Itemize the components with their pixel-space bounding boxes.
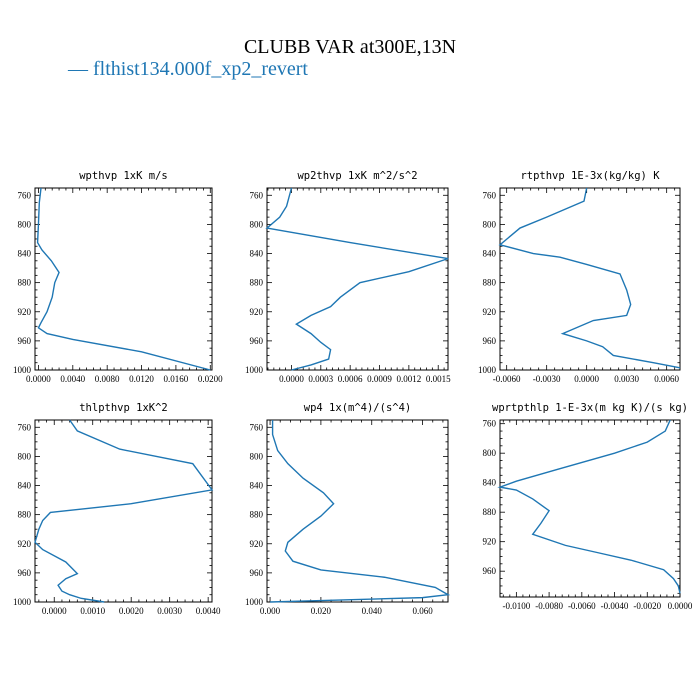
panel-6-xtick-label: -0.0040 <box>601 601 629 611</box>
panel-2-frame <box>266 187 449 371</box>
panel-4-xtick-label: 0.0040 <box>196 606 221 616</box>
legend-label: flthist134.000f_xp2_revert <box>93 58 308 80</box>
panel-1-ytick-label: 920 <box>18 307 32 317</box>
panel-3-title: rtpthvp 1E-3x(kg/kg) K <box>520 170 660 182</box>
panel-2-xtick-label: 0.0009 <box>367 374 392 384</box>
panel-1-xtick-label: 0.0160 <box>164 374 189 384</box>
panel-5-xtick-label: 0.040 <box>362 606 383 616</box>
panel-4-ytick-label: 960 <box>18 568 32 578</box>
panel-6-ytick-label: 880 <box>483 507 497 517</box>
panel-1-frame <box>34 187 213 371</box>
panel-6-ytick-label: 960 <box>483 566 497 576</box>
panel-5-ytick-label: 880 <box>250 510 264 520</box>
panel-3-series-line <box>498 187 681 369</box>
panel-6-series-line <box>497 419 681 594</box>
panel-6-xtick-label: -0.0020 <box>633 601 661 611</box>
panel-6-xtick-label: -0.0080 <box>535 601 563 611</box>
panel-5-ytick-label: 800 <box>250 451 264 461</box>
panel-1-xtick-label: 0.0000 <box>26 374 51 384</box>
panel-5-series-line <box>270 420 451 603</box>
panel-1-xtick-label: 0.0080 <box>95 374 120 384</box>
panel-6-xtick-label: 0.0000 <box>668 601 693 611</box>
panel-3-ytick-label: 760 <box>483 190 497 200</box>
panel-6-title: wprtpthlp 1-E-3x(m kg K)/(s kg) <box>492 402 688 414</box>
panel-2-ytick-label: 1000 <box>245 365 264 375</box>
panel-3-xtick-label: 0.0060 <box>654 374 679 384</box>
panel-6-xtick-label: -0.0100 <box>502 601 530 611</box>
panel-2-xtick-label: 0.0000 <box>279 374 304 384</box>
panel-3-xtick-label: 0.0030 <box>614 374 639 384</box>
panel-3-xtick-label: -0.0030 <box>533 374 561 384</box>
panel-2-ytick-label: 760 <box>250 190 264 200</box>
panel-5-ytick-label: 1000 <box>245 597 264 607</box>
panel-1-ytick-label: 1000 <box>13 365 32 375</box>
panel-1-ytick-label: 760 <box>18 190 32 200</box>
panel-5-xtick-label: 0.060 <box>412 606 433 616</box>
panel-4-ytick-label: 800 <box>18 451 32 461</box>
panel-2-ytick-label: 880 <box>250 278 264 288</box>
panel-3-xtick-label: -0.0060 <box>493 374 521 384</box>
panel-1-ytick-label: 800 <box>18 219 32 229</box>
panel-4-xtick-label: 0.0000 <box>42 606 67 616</box>
panel-4-ytick-label: 760 <box>18 422 32 432</box>
panel-5-frame <box>266 419 449 603</box>
panel-5-ytick-label: 760 <box>250 422 264 432</box>
panel-4-ytick-label: 920 <box>18 539 32 549</box>
panel-2-xtick-label: 0.0015 <box>426 374 451 384</box>
panel-5-xtick-label: 0.020 <box>311 606 332 616</box>
panel-2-series-line <box>265 187 449 371</box>
panel-1-xtick-label: 0.0200 <box>198 374 223 384</box>
panel-2-xtick-label: 0.0012 <box>396 374 421 384</box>
panel-5-ytick-label: 960 <box>250 568 264 578</box>
panel-4-xtick-label: 0.0020 <box>119 606 144 616</box>
panel-6-ytick-label: 800 <box>483 448 497 458</box>
panel-2-ytick-label: 920 <box>250 307 264 317</box>
panel-3-xtick-label: 0.0000 <box>574 374 599 384</box>
panel-6-frame <box>499 419 681 598</box>
panel-2-ytick-label: 960 <box>250 336 264 346</box>
panel-6-xtick-label: -0.0060 <box>568 601 596 611</box>
panel-2-ytick-label: 800 <box>250 219 264 229</box>
panel-1-series-line <box>36 187 211 371</box>
panel-3-frame <box>499 187 681 371</box>
chart-main-title: CLUBB VAR at300E,13N <box>243 36 457 58</box>
panel-5-xtick-label: 0.000 <box>260 606 281 616</box>
panel-3-ytick-label: 840 <box>483 249 497 259</box>
legend-marker: — <box>68 58 88 80</box>
panel-4-ytick-label: 1000 <box>13 597 32 607</box>
panel-4-xtick-label: 0.0030 <box>157 606 182 616</box>
panel-3-ytick-label: 960 <box>483 336 497 346</box>
panel-2-xtick-label: 0.0003 <box>308 374 333 384</box>
panel-2-title: wp2thvp 1xK m^2/s^2 <box>297 170 417 182</box>
panel-3-ytick-label: 800 <box>483 219 497 229</box>
legend: — flthist134.000f_xp2_revert <box>68 58 308 81</box>
panel-1-xtick-label: 0.0040 <box>60 374 85 384</box>
panel-6-ytick-label: 760 <box>483 419 497 429</box>
panel-2-xtick-label: 0.0006 <box>338 374 363 384</box>
panel-4-ytick-label: 840 <box>18 481 32 491</box>
panel-1-ytick-label: 840 <box>18 249 32 259</box>
panel-2-ytick-label: 840 <box>250 249 264 259</box>
panel-1-ytick-label: 880 <box>18 278 32 288</box>
panel-5-title: wp4 1x(m^4)/(s^4) <box>304 402 411 414</box>
panel-6-ytick-label: 920 <box>483 537 497 547</box>
panel-5-ytick-label: 920 <box>250 539 264 549</box>
panel-1-ytick-label: 960 <box>18 336 32 346</box>
panel-1-xtick-label: 0.0120 <box>129 374 154 384</box>
panel-3-ytick-label: 880 <box>483 278 497 288</box>
panel-4-title: thlpthvp 1xK^2 <box>79 402 168 414</box>
panel-5-ytick-label: 840 <box>250 481 264 491</box>
panel-3-ytick-label: 920 <box>483 307 497 317</box>
panel-4-series-line <box>34 419 214 603</box>
panel-3-ytick-label: 1000 <box>478 365 497 375</box>
panel-6-ytick-label: 840 <box>483 478 497 488</box>
panel-1-title: wpthvp 1xK m/s <box>79 170 168 182</box>
panel-4-xtick-label: 0.0010 <box>80 606 105 616</box>
panel-4-ytick-label: 880 <box>18 510 32 520</box>
